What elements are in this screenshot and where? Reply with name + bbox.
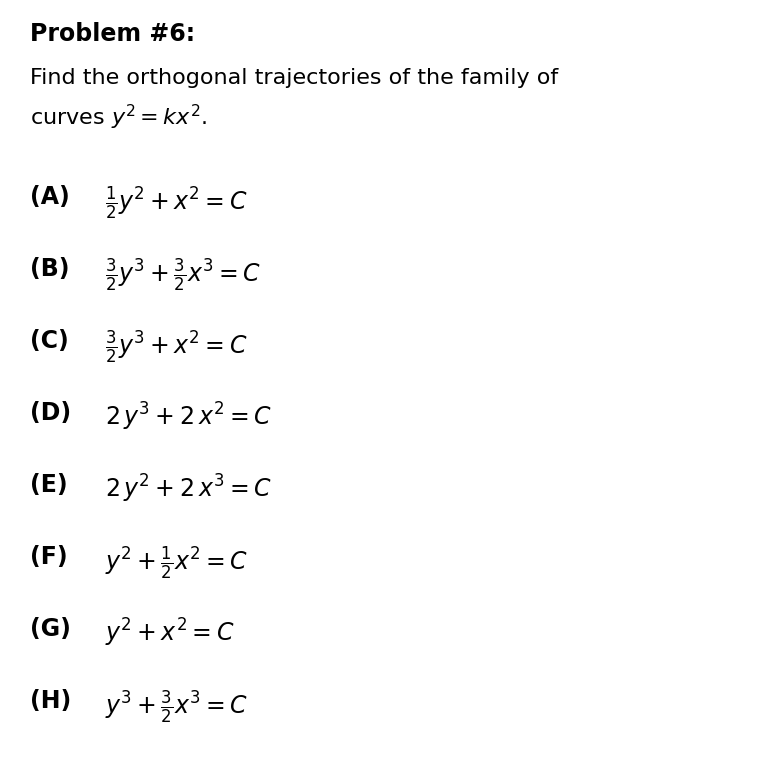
Text: (B): (B) [30,257,70,281]
Text: $y^2 + \frac{1}{2}x^2 = C$: $y^2 + \frac{1}{2}x^2 = C$ [105,545,248,582]
Text: (A): (A) [30,185,70,209]
Text: $\frac{3}{2}y^3 + \frac{3}{2}x^3 = C$: $\frac{3}{2}y^3 + \frac{3}{2}x^3 = C$ [105,257,261,294]
Text: (D): (D) [30,401,71,425]
Text: $\frac{1}{2}y^2 + x^2 = C$: $\frac{1}{2}y^2 + x^2 = C$ [105,185,248,222]
Text: (H): (H) [30,689,71,713]
Text: $y^3 + \frac{3}{2}x^3 = C$: $y^3 + \frac{3}{2}x^3 = C$ [105,689,248,726]
Text: Problem #6:: Problem #6: [30,22,195,46]
Text: $2\,y^3 + 2\,x^2 = C$: $2\,y^3 + 2\,x^2 = C$ [105,401,272,433]
Text: $y^2 + x^2 = C$: $y^2 + x^2 = C$ [105,617,235,649]
Text: Find the orthogonal trajectories of the family of: Find the orthogonal trajectories of the … [30,68,558,88]
Text: $\frac{3}{2}y^3 + x^2 = C$: $\frac{3}{2}y^3 + x^2 = C$ [105,329,248,367]
Text: $2\,y^2 + 2\,x^3 = C$: $2\,y^2 + 2\,x^3 = C$ [105,473,272,505]
Text: (G): (G) [30,617,71,641]
Text: (C): (C) [30,329,69,353]
Text: (F): (F) [30,545,68,569]
Text: (E): (E) [30,473,68,497]
Text: curves $y^2 = kx^2$.: curves $y^2 = kx^2$. [30,103,207,132]
